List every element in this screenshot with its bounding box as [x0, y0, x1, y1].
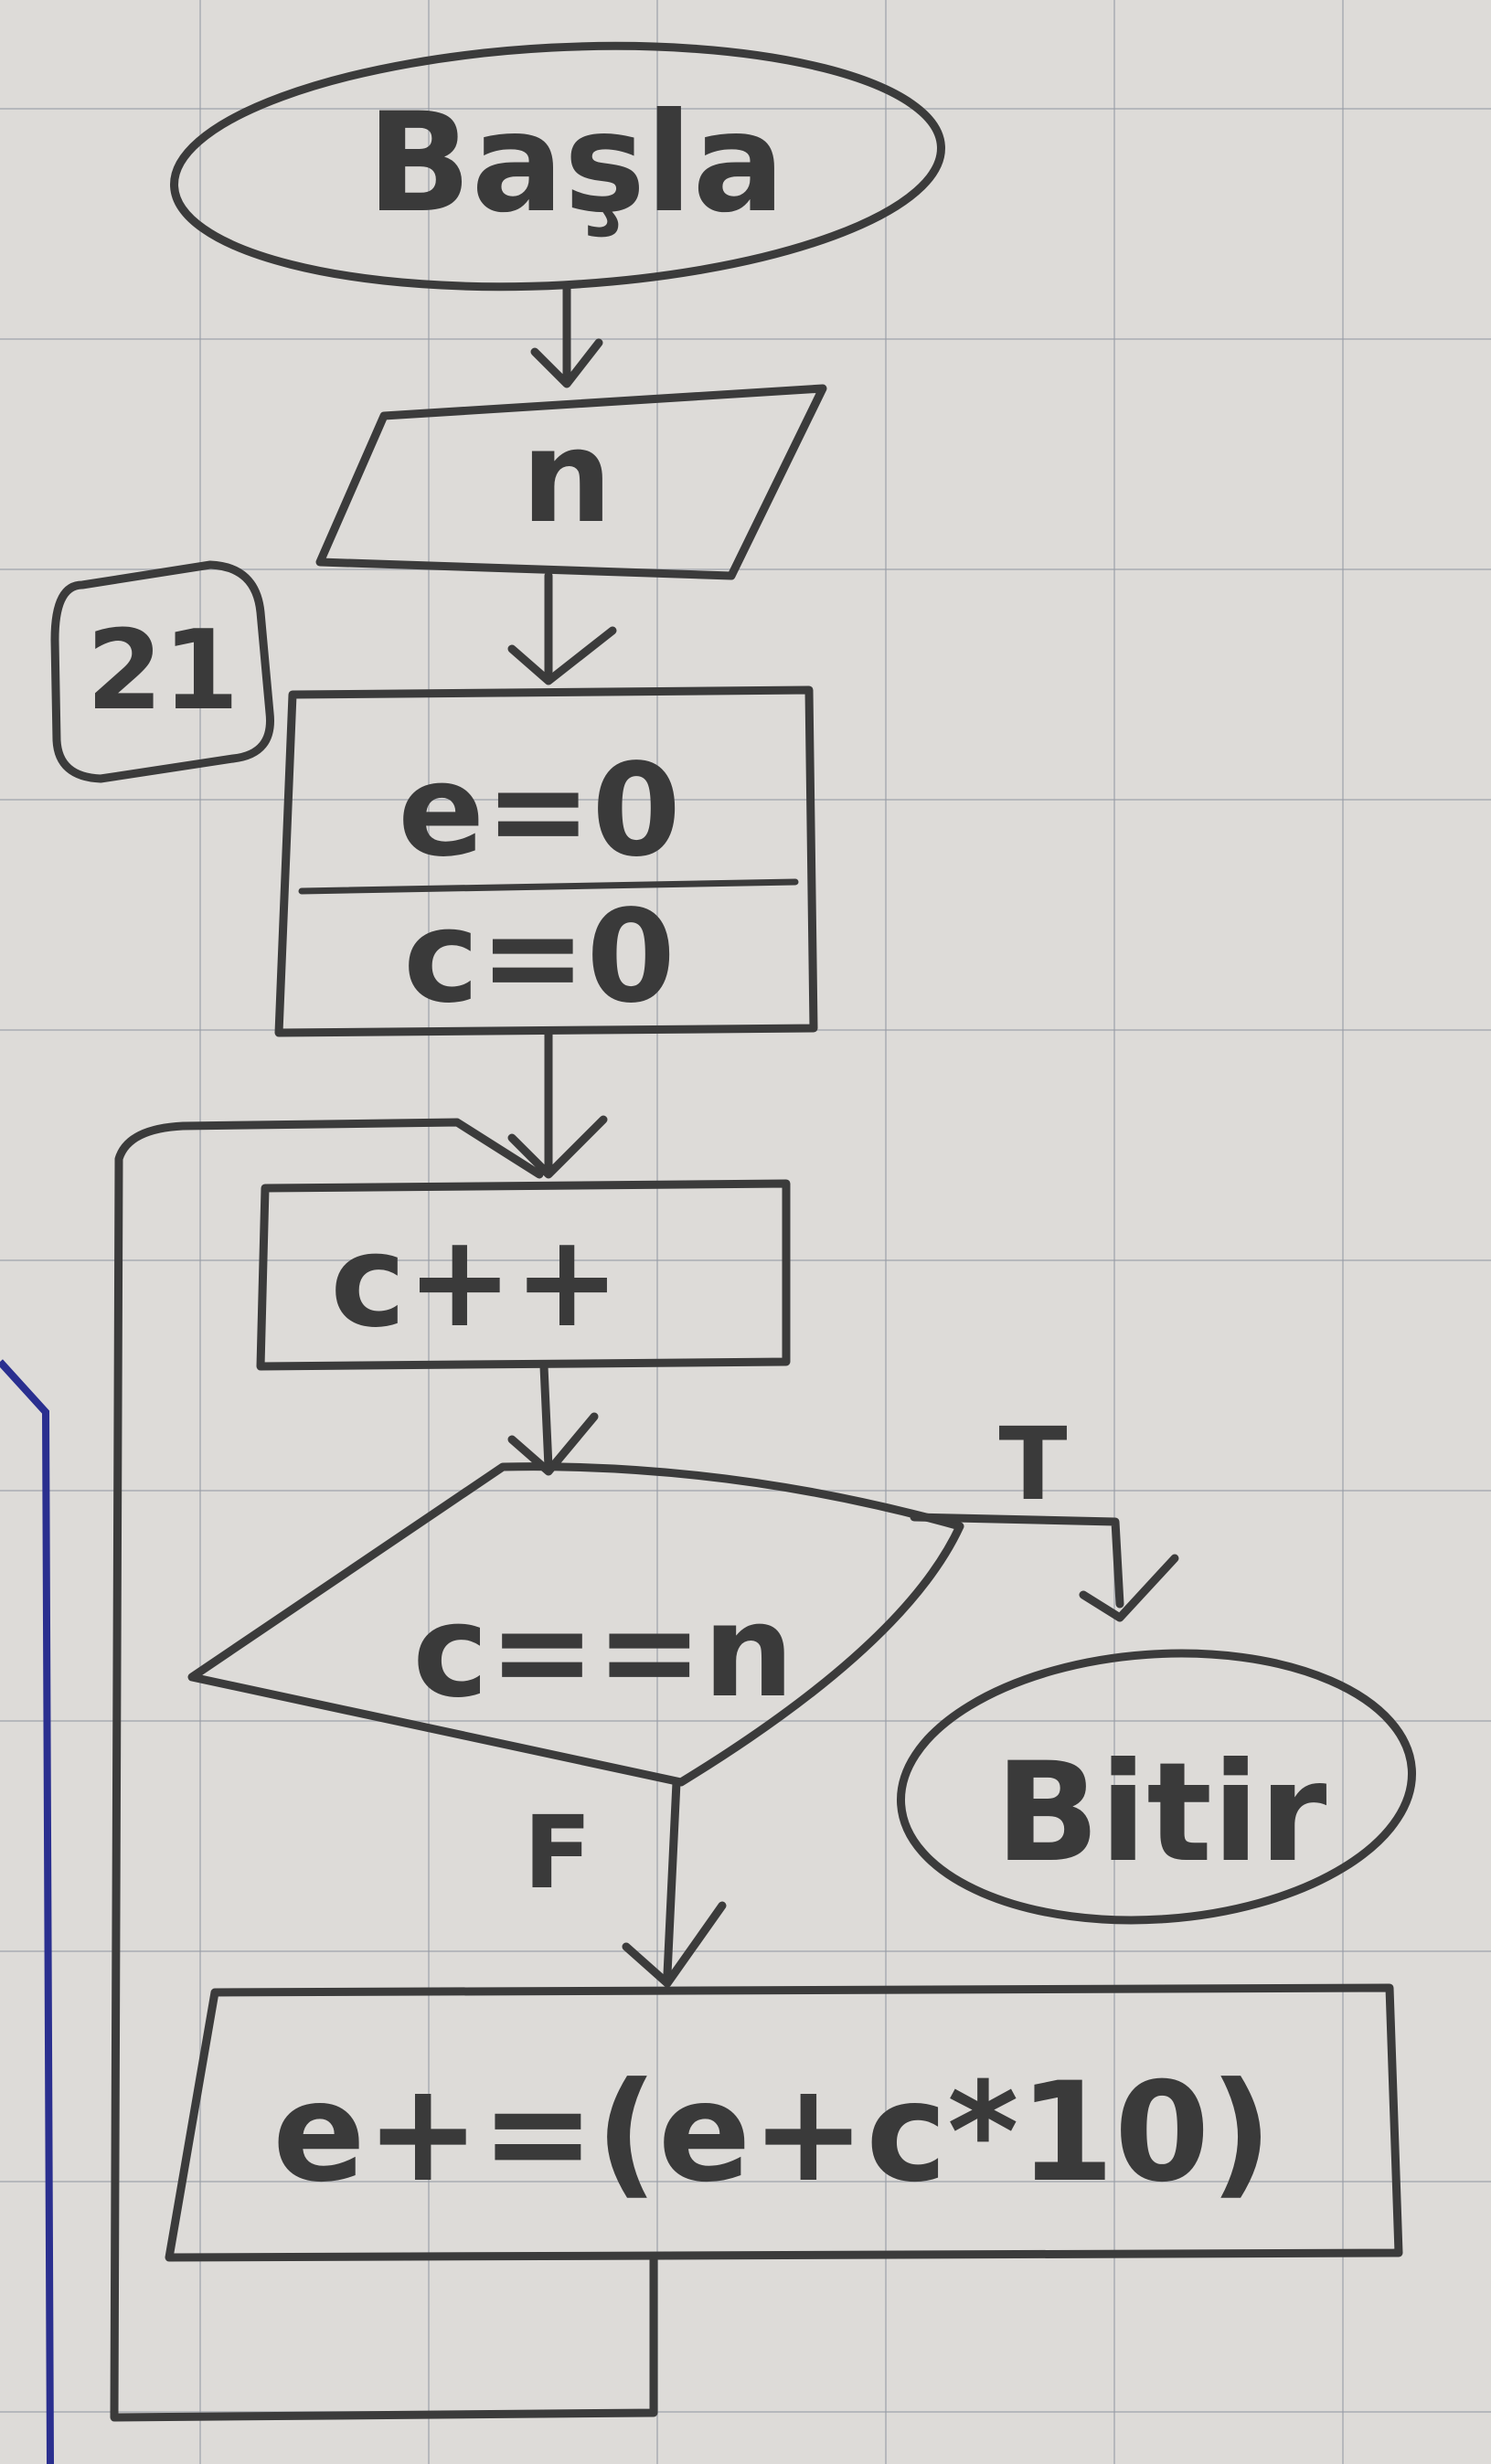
end-node: Bitir	[896, 1649, 1417, 1925]
update-label: e+=(e+c*10)	[272, 2054, 1273, 2213]
init-line1-label: e=0	[398, 737, 681, 886]
input-label: n	[521, 403, 612, 552]
false-branch-edge: F	[523, 1778, 727, 1988]
end-label: Bitir	[996, 1734, 1327, 1893]
false-label: F	[523, 1794, 591, 1911]
condition-label: c==n	[412, 1577, 793, 1726]
increment-node: c++	[256, 1179, 791, 1371]
increment-label: c++	[330, 1207, 621, 1356]
problem-number-badge: 21	[50, 560, 274, 783]
margin-line	[0, 1359, 54, 2464]
input-node: n	[315, 384, 827, 580]
loop-back-edge	[110, 1118, 658, 2422]
update-node: e+=(e+c*10)	[165, 1983, 1403, 2262]
arrow-init-to-increment	[507, 1028, 608, 1179]
init-line2-label: c=0	[403, 883, 676, 1032]
start-label: Başla	[367, 84, 784, 243]
start-node: Başla	[170, 41, 945, 292]
problem-number-text: 21	[87, 608, 240, 735]
arrow-start-to-input	[530, 283, 603, 388]
condition-node: c==n	[187, 1462, 964, 1787]
true-label: T	[998, 1406, 1067, 1523]
arrow-input-to-init	[507, 571, 617, 685]
true-branch-edge: T	[910, 1406, 1179, 1622]
init-node: e=0 c=0	[274, 685, 818, 1037]
arrow-increment-to-condition	[507, 1362, 599, 1476]
